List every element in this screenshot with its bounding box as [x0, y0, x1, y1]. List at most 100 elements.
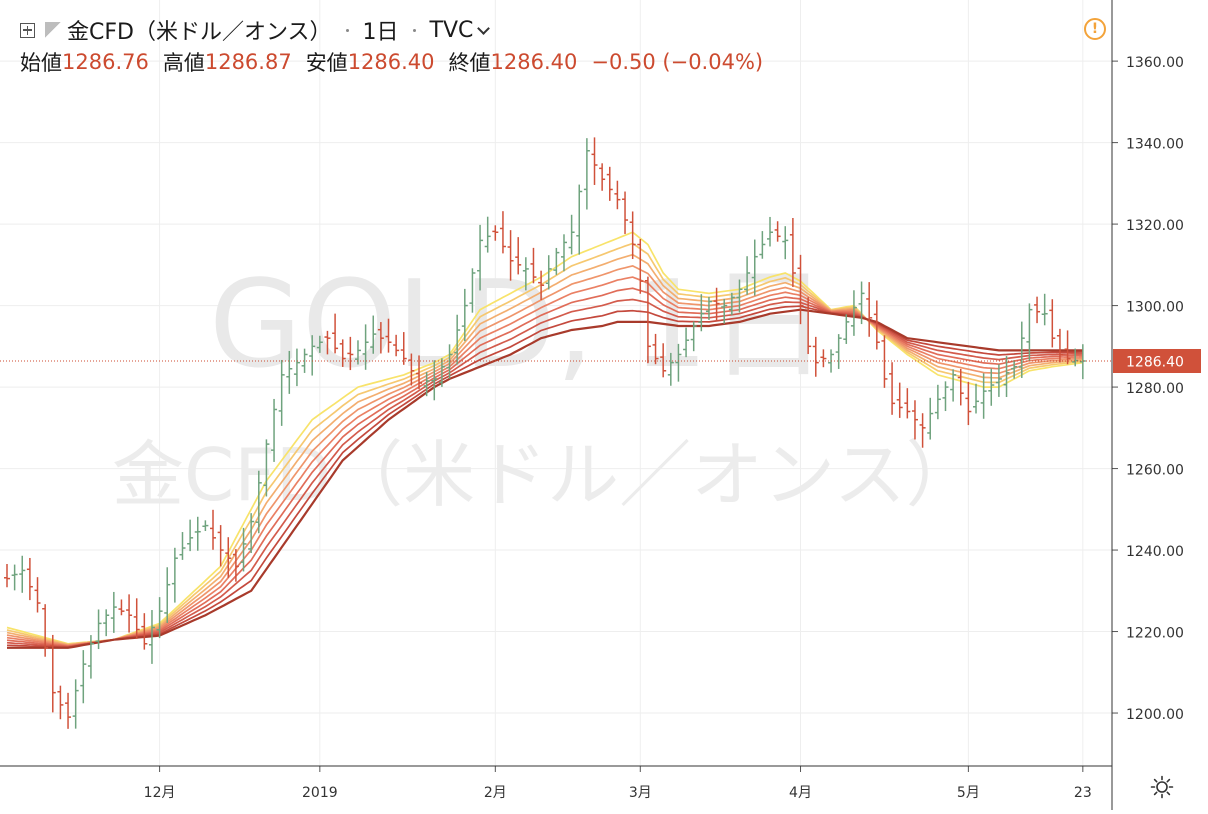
ma-ribbon	[6, 231, 1083, 649]
ohlc-bar	[278, 359, 285, 426]
ohlc-bar	[843, 314, 850, 344]
warning-icon[interactable]: !	[1084, 18, 1106, 40]
ohlc-bar	[1018, 321, 1025, 378]
ohlc-bar	[354, 340, 361, 365]
ohlc-bar	[690, 321, 697, 352]
separator-dot	[345, 28, 349, 32]
ohlc-bar	[583, 138, 590, 210]
ohlc-bar	[194, 516, 201, 551]
ohlc-bar	[538, 270, 545, 301]
change-value: −0.50 (−0.04%)	[591, 50, 764, 74]
ohlc-bar	[179, 532, 186, 560]
ohlc-bar	[80, 650, 87, 704]
ohlc-bar	[591, 137, 598, 185]
y-tick-label: 1200.00	[1126, 707, 1184, 723]
ohlc-bar	[171, 547, 178, 603]
ohlc-bar	[103, 609, 110, 637]
y-tick-label: 1280.00	[1126, 381, 1184, 397]
expand-icon[interactable]	[20, 22, 35, 38]
ohlc-bar	[393, 334, 400, 357]
chevron-down-icon[interactable]	[477, 21, 491, 35]
ohlc-bar	[950, 369, 957, 402]
ma-line	[6, 231, 1083, 645]
ohlc-bar	[347, 336, 354, 371]
ohlc-bar	[774, 221, 781, 242]
ohlc-bar	[187, 519, 194, 552]
ohlc-bar	[34, 577, 41, 613]
ohlc-bar	[751, 239, 758, 296]
ohlc-bar	[622, 191, 629, 234]
ohlc-bar	[599, 163, 606, 191]
ohlc-bar	[293, 348, 300, 387]
ohlc-bar	[156, 597, 163, 639]
ohlc-bar	[660, 343, 667, 378]
x-tick-label: 2月	[484, 785, 507, 801]
ohlc-bar	[614, 180, 621, 210]
ohlc-bar	[202, 520, 209, 532]
ohlc-bar	[1011, 360, 1018, 379]
ohlc-bar	[492, 225, 499, 241]
y-tick-label: 1240.00	[1126, 544, 1184, 560]
ohlc-bar	[423, 371, 430, 397]
ohlc-bar	[866, 282, 873, 337]
ohlc-bar	[759, 231, 766, 259]
ohlc-bar	[652, 333, 659, 365]
ohlc-bar	[11, 564, 18, 591]
ohlc-bar	[637, 239, 644, 294]
ohlc-bar	[332, 313, 339, 354]
ohlc-bar	[927, 397, 934, 440]
ohlc-row: 始値 1286.76 高値 1286.87 安値 1286.40 終値 1286…	[20, 46, 777, 78]
symbol-name[interactable]: 金CFD（米ドル／オンス）	[67, 20, 332, 45]
ma-line	[6, 242, 1083, 646]
ohlc-bar	[744, 256, 751, 295]
symbol-row[interactable]: 金CFD（米ドル／オンス） 1日 TVC	[20, 12, 491, 48]
separator-dot	[412, 28, 416, 32]
ohlc-bar	[400, 332, 407, 365]
ohlc-bar	[484, 216, 491, 253]
watermark-description: 金CFD（米ドル／オンス）	[112, 433, 978, 517]
ohlc-bar	[805, 297, 812, 355]
ohlc-bar	[339, 339, 346, 367]
ma-line	[6, 276, 1083, 647]
high-value: 1286.87	[204, 50, 292, 74]
ohlc-bar	[530, 247, 537, 284]
ohlc-bar	[919, 413, 926, 448]
ma-line	[6, 253, 1083, 646]
gear-icon[interactable]	[1150, 775, 1174, 799]
low-label: 安値	[305, 51, 348, 75]
ohlc-bar	[42, 604, 49, 657]
ohlc-bar	[431, 360, 438, 401]
interval-label[interactable]: 1日	[362, 20, 399, 45]
ohlc-bar	[812, 336, 819, 377]
ohlc-bar	[980, 373, 987, 419]
ohlc-bar	[408, 353, 415, 386]
ohlc-bar	[568, 214, 575, 255]
ohlc-bar	[72, 679, 79, 729]
ohlc-bar	[1056, 328, 1063, 363]
ohlc-bar	[316, 335, 323, 353]
ohlc-bar	[911, 400, 918, 440]
ohlc-bar	[248, 513, 255, 554]
ma-line	[7, 308, 1083, 649]
ohlc-bar	[19, 555, 26, 593]
ohlc-bar	[141, 613, 148, 650]
source-label[interactable]: TVC	[429, 17, 474, 43]
last-price-line: 1286.40	[0, 348, 1201, 373]
last-price-tag	[1113, 348, 1201, 373]
ohlc-bar	[217, 525, 224, 567]
ohlc-bar	[26, 557, 33, 601]
ma-line	[6, 265, 1083, 647]
ohlc-bar	[469, 268, 476, 313]
ohlc-bar	[767, 216, 773, 247]
x-tick-label: 12月	[144, 785, 176, 801]
ohlc-bar	[782, 226, 789, 260]
ohlc-bar	[606, 166, 613, 201]
last-price-label: 1286.40	[1126, 354, 1184, 370]
ohlc-bar	[87, 635, 94, 679]
ohlc-bar	[881, 335, 888, 388]
ohlc-bar	[545, 255, 552, 290]
ohlc-bar	[957, 368, 964, 406]
ohlc-bar	[57, 685, 64, 720]
